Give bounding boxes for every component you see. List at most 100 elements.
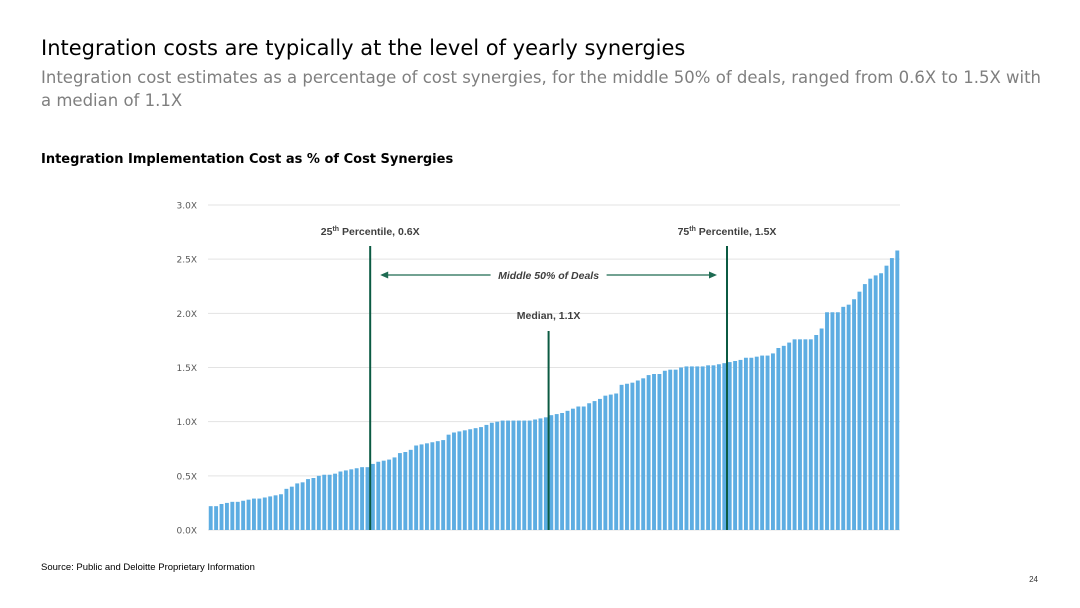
bar [273,495,278,530]
median-label: Median, 1.1X [517,310,581,322]
bar [825,312,829,530]
p75-label: 75th Percentile, 1.5X [678,226,777,238]
bar [322,474,327,530]
source-note: Source: Public and Deloitte Proprietary … [41,562,255,573]
bar [354,468,359,530]
bar [808,339,813,530]
bar [754,356,759,530]
bar [781,345,786,530]
bar [819,328,824,530]
bar [414,445,419,530]
bar [430,442,435,530]
bar [241,500,246,530]
slide-subtitle: Integration cost estimates as a percenta… [41,68,1042,110]
bar [830,312,835,530]
bar [765,355,770,530]
bar [214,506,219,530]
bar [224,502,229,530]
bar [543,417,548,530]
bar [554,414,559,530]
bar [635,380,640,530]
arrowhead-right [709,271,717,279]
bar [895,250,900,530]
bar [657,374,662,530]
p25-label: 25th Percentile, 0.6X [321,226,420,238]
bar [338,471,343,530]
bar [306,479,310,530]
bar [587,403,592,530]
bar [868,278,873,530]
bar [462,430,467,530]
bar [641,378,646,530]
bar [435,441,440,530]
bar [397,453,402,530]
bar [711,365,716,530]
bar [760,355,765,530]
bar [771,353,775,530]
bar [257,498,262,530]
bar [468,429,473,530]
bar [787,342,792,530]
bar [652,374,656,530]
bars [208,250,900,530]
bar [549,415,554,530]
bar [592,401,597,530]
bar [381,460,386,530]
bar [262,497,267,530]
bar [370,463,375,530]
bar [349,469,354,530]
bar [527,420,532,530]
bar [327,474,332,530]
bar [852,299,856,530]
chart-title: Integration Implementation Cost as % of … [41,152,454,167]
bar [733,361,738,530]
bar [252,498,256,530]
bar [743,357,748,530]
bar [392,457,397,530]
bar [841,306,846,530]
bar [289,486,294,530]
bar [798,339,802,530]
bar [879,273,884,530]
bar [814,335,819,530]
bar [360,467,365,530]
bar [716,364,721,530]
bar [495,421,500,530]
bar [376,461,381,530]
annotations: 25th Percentile, 0.6X 75th Percentile, 1.… [321,226,777,530]
bar [695,366,700,530]
bar [387,459,392,530]
bar [522,420,527,530]
page-number: 24 [1029,575,1038,584]
bar [365,467,370,530]
y-tick-label: 0.5X [177,472,197,482]
bar [246,499,251,530]
bar [706,365,711,530]
bar [452,432,456,530]
bar [679,367,683,530]
bar [884,265,889,530]
range-label: Middle 50% of Deals [498,270,599,282]
y-tick-label: 0.0X [177,527,197,537]
bar [889,258,894,530]
bar [673,369,678,530]
bar [873,275,878,530]
bar [749,357,754,530]
bar [295,483,300,530]
bar [316,475,321,530]
bar [489,422,494,530]
bar [646,375,651,530]
bar [776,348,781,530]
bar [738,359,743,530]
arrowhead-left [380,271,389,279]
bar [662,370,667,530]
bar [668,369,673,530]
bar [803,339,808,530]
bar [603,395,608,530]
bar [506,420,510,530]
y-axis-ticks: 0.0X 0.5X 1.0X 1.5X 2.0X 2.5X 3.0X [177,202,197,537]
bar [511,420,516,530]
bar [614,393,619,530]
bar [516,420,521,530]
